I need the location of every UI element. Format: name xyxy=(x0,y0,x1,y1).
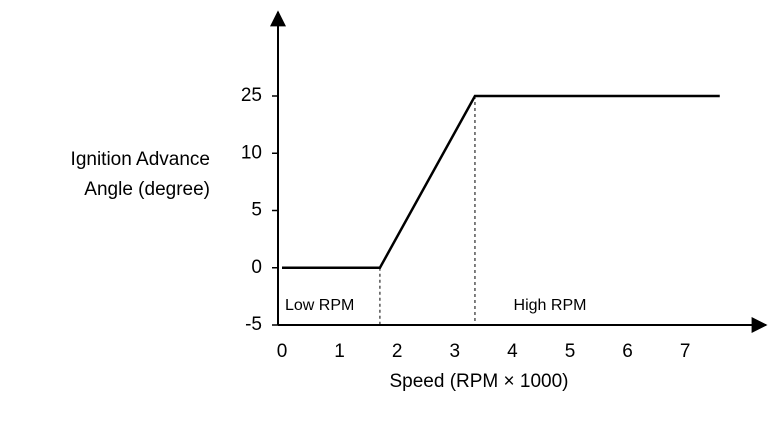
x-tick-label: 1 xyxy=(334,341,345,362)
x-tick-label: 4 xyxy=(507,341,518,362)
y-label: Angle (degree) xyxy=(84,179,210,200)
y-label: Ignition Advance xyxy=(71,149,210,170)
x-tick-label: 7 xyxy=(680,341,691,362)
x-tick-label: 2 xyxy=(392,341,403,362)
y-tick-label: 25 xyxy=(241,85,262,106)
x-label: Speed (RPM × 1000) xyxy=(389,371,568,392)
x-tick-label: 5 xyxy=(565,341,576,362)
x-tick-label: 6 xyxy=(622,341,633,362)
y-tick-label: 0 xyxy=(251,257,262,278)
x-tick-label: 3 xyxy=(450,341,461,362)
region-label: High RPM xyxy=(514,297,587,314)
y-tick-label: 5 xyxy=(251,200,262,221)
region-label: Low RPM xyxy=(285,297,354,314)
y-tick-label: -5 xyxy=(245,314,262,335)
x-tick-label: 0 xyxy=(277,341,288,362)
line xyxy=(282,94,720,269)
y-tick-label: 10 xyxy=(241,142,262,163)
